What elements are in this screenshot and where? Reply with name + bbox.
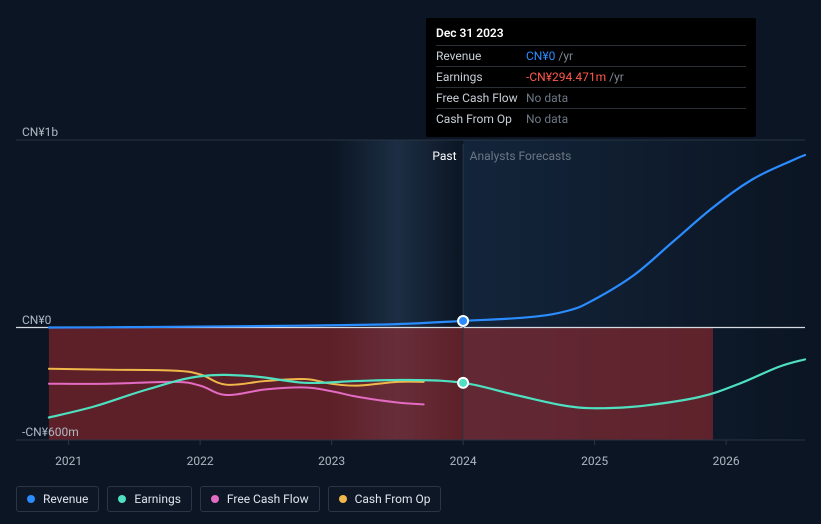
legend-dot-icon [118,495,126,503]
tooltip-label: Revenue [436,49,526,63]
tooltip-label: Cash From Op [436,112,526,126]
x-axis-label: 2026 [713,454,740,468]
chart-legend: Revenue Earnings Free Cash Flow Cash Fro… [16,486,441,512]
tooltip-value: No data [526,112,568,126]
tooltip-row-earnings: Earnings -CN¥294.471m /yr [436,67,746,88]
y-axis-label: CN¥0 [22,313,51,327]
region-label-past: Past [432,149,456,163]
legend-label: Earnings [134,492,181,506]
tooltip-value: -CN¥294.471m [526,70,606,84]
financials-chart: CN¥1b CN¥0 -CN¥600m 2021 2022 2023 2024 … [0,0,821,524]
legend-dot-icon [339,495,347,503]
region-label-forecast: Analysts Forecasts [470,149,572,163]
legend-label: Revenue [43,492,88,506]
legend-item-fcf[interactable]: Free Cash Flow [200,486,320,512]
legend-label: Cash From Op [355,492,431,506]
x-axis-label: 2024 [450,454,477,468]
tooltip-label: Free Cash Flow [436,91,526,105]
tooltip-suffix: /yr [609,70,624,84]
tooltip-row-revenue: Revenue CN¥0 /yr [436,46,746,67]
tooltip-row-cfo: Cash From Op No data [436,109,746,129]
x-axis-label: 2025 [581,454,608,468]
tooltip-date: Dec 31 2023 [436,24,746,46]
legend-item-revenue[interactable]: Revenue [16,486,99,512]
y-axis-label: -CN¥600m [22,425,79,439]
tooltip-label: Earnings [436,70,526,84]
legend-dot-icon [211,495,219,503]
tooltip-suffix: /yr [558,49,573,63]
tooltip-value: No data [526,91,568,105]
y-axis-label: CN¥1b [22,125,58,139]
legend-item-earnings[interactable]: Earnings [107,486,192,512]
x-axis-label: 2023 [318,454,345,468]
x-axis-label: 2021 [55,454,82,468]
legend-label: Free Cash Flow [227,492,309,506]
tooltip-row-fcf: Free Cash Flow No data [436,88,746,109]
legend-dot-icon [27,495,35,503]
chart-tooltip: Dec 31 2023 Revenue CN¥0 /yr Earnings -C… [426,18,756,137]
x-axis-label: 2022 [187,454,214,468]
tooltip-value: CN¥0 [526,49,555,63]
legend-item-cfo[interactable]: Cash From Op [328,486,442,512]
